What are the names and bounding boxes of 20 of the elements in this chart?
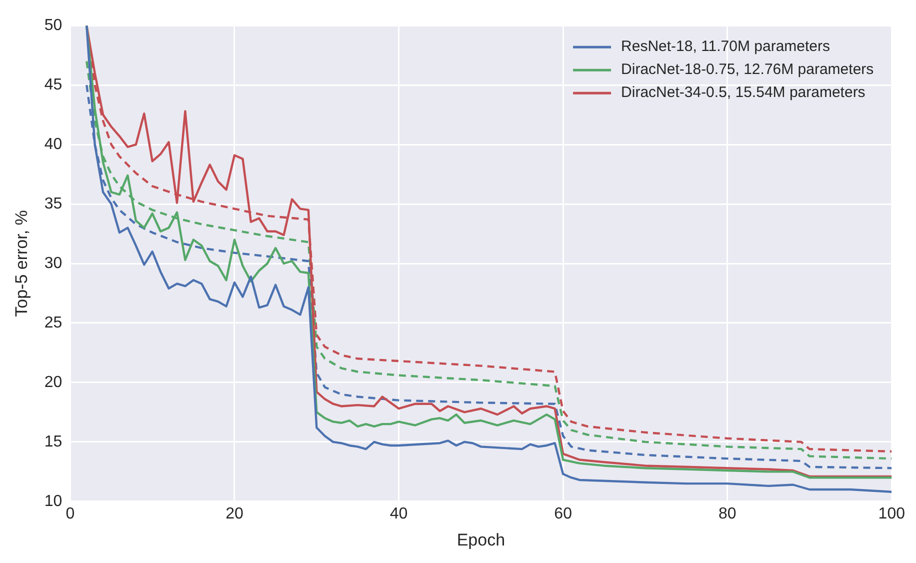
legend-label: DiracNet-18-0.75, 12.76M parameters	[621, 61, 874, 78]
y-tick-label: 20	[44, 374, 62, 391]
y-tick-label: 50	[44, 17, 62, 34]
x-axis-title: Epoch	[456, 530, 506, 550]
y-tick-label: 40	[44, 136, 62, 153]
legend-label: ResNet-18, 11.70M parameters	[621, 38, 830, 56]
y-tick-label: 45	[44, 76, 62, 94]
x-tick-label: 80	[718, 505, 736, 522]
y-tick-label: 10	[44, 492, 62, 510]
y-axis-title: Top-5 error, %	[12, 210, 31, 317]
x-tick-label: 100	[878, 505, 906, 522]
y-tick-label: 25	[44, 314, 62, 332]
x-tick-label: 60	[554, 505, 572, 522]
y-tick-label: 15	[44, 433, 62, 450]
y-tick-label: 35	[44, 195, 62, 212]
legend-label: DiracNet-34-0.5, 15.54M parameters	[621, 84, 866, 102]
x-tick-label: 20	[226, 505, 244, 522]
x-tick-label: 0	[66, 505, 75, 522]
x-tick-label: 40	[390, 505, 408, 522]
y-tick-label: 30	[44, 254, 62, 272]
